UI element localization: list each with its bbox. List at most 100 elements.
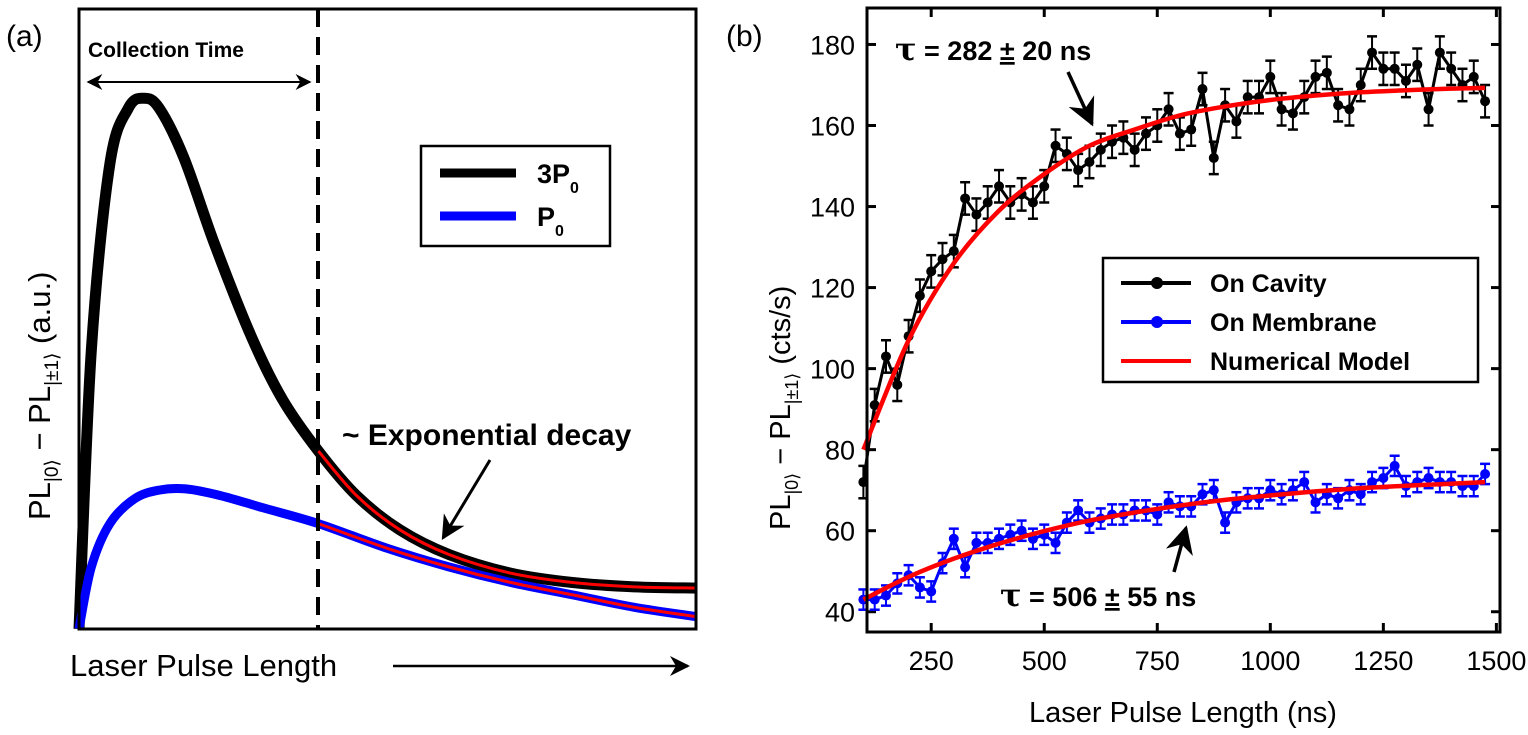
- x-tick-label: 500: [1022, 646, 1067, 676]
- legend-label-numerical-model: Numerical Model: [1210, 348, 1410, 376]
- legend-label-on-cavity: On Cavity: [1210, 270, 1327, 298]
- data-point: [948, 246, 959, 257]
- data-point: [869, 400, 880, 411]
- data-point: [971, 209, 982, 220]
- data-point: [1287, 108, 1298, 119]
- data-point: [1265, 71, 1276, 82]
- panel-b-label: (b): [726, 20, 763, 53]
- data-point: [1140, 128, 1151, 139]
- curve-p0: [74, 483, 697, 630]
- panel-b-y-axis-label: PL|0⟩ − PL|±1⟩ (cts/s): [765, 286, 802, 530]
- data-point: [1231, 116, 1242, 127]
- panel-a-x-axis-label: Laser Pulse Length: [70, 648, 337, 683]
- data-point: [1084, 156, 1095, 167]
- data-point: [1163, 104, 1174, 115]
- data-point: [1480, 468, 1491, 479]
- data-point: [1333, 493, 1344, 504]
- data-point: [1197, 489, 1208, 500]
- data-point: [1321, 67, 1332, 78]
- data-point: [1276, 104, 1287, 115]
- data-point: [914, 582, 925, 593]
- data-point: [1423, 104, 1434, 115]
- panel-a-frame: [77, 7, 698, 631]
- tau-membrane-arrow-icon: [1165, 525, 1193, 573]
- panel-a-y-axis-label: PL|0⟩ − PL|±1⟩ (a.u.): [22, 272, 63, 520]
- panel-a-curves: [73, 92, 697, 630]
- data-point: [1016, 525, 1027, 536]
- panel-b-ticks: 250 500 750 1000 1250 1500 40 60 80 100 120 140 160 1…: [810, 8, 1526, 676]
- data-point: [1174, 128, 1185, 139]
- data-point: [1299, 477, 1310, 488]
- panel-a-legend: 3P0 P0: [419, 144, 612, 248]
- data-point: [1208, 485, 1219, 496]
- data-point: [880, 351, 891, 362]
- data-point: [1355, 489, 1366, 500]
- data-point: [1389, 63, 1400, 74]
- data-point: [1333, 100, 1344, 111]
- y-tick-label: 100: [810, 355, 855, 385]
- legend-label-on-membrane: On Membrane: [1210, 309, 1377, 337]
- y-tick-label: 120: [810, 274, 855, 304]
- panel-b: (b) 250 500 750 1000 1250 1500 40 60 80 100 120 140…: [726, 6, 1526, 729]
- data-point: [1073, 505, 1084, 516]
- numerical-model-fit-membrane: [862, 479, 1486, 602]
- data-point: [926, 266, 937, 277]
- y-tick-label: 180: [810, 30, 855, 60]
- data-point: [1378, 473, 1389, 484]
- data-point: [1378, 63, 1389, 74]
- data-point: [994, 181, 1005, 192]
- data-point: [1412, 59, 1423, 70]
- tau-cavity-arrow-icon: [1066, 71, 1095, 127]
- data-point: [1446, 63, 1457, 74]
- y-tick-label: 60: [825, 517, 855, 547]
- data-point: [1355, 79, 1366, 90]
- data-point: [960, 562, 971, 573]
- data-point: [960, 193, 971, 204]
- data-point: [1152, 509, 1163, 520]
- y-tick-label: 160: [810, 112, 855, 142]
- panel-a-label: (a): [6, 20, 43, 53]
- x-tick-label: 1250: [1353, 646, 1413, 676]
- legend-label-3p0: 3P0: [537, 159, 579, 197]
- exp-decay-arrow-icon: [441, 459, 492, 541]
- data-point: [1039, 181, 1050, 192]
- data-point: [892, 379, 903, 390]
- data-point: [1344, 104, 1355, 115]
- data-point: [1310, 497, 1321, 508]
- data-point: [1129, 144, 1140, 155]
- data-point: [1095, 144, 1106, 155]
- data-point: [1434, 47, 1445, 58]
- data-point: [1220, 517, 1231, 528]
- data-point: [1400, 75, 1411, 86]
- data-point: [1423, 473, 1434, 484]
- exp-fit-overlay-3p0: [317, 450, 697, 590]
- x-tick-label: 250: [909, 646, 954, 676]
- exp-fit-overlay-p0: [317, 522, 697, 619]
- panel-b-data: [858, 35, 1491, 611]
- x-tick-label: 1500: [1466, 646, 1526, 676]
- data-point: [1208, 152, 1219, 163]
- data-point: [1073, 165, 1084, 176]
- data-point: [1027, 197, 1038, 208]
- panel-b-frame: [865, 6, 1502, 634]
- data-point: [914, 290, 925, 301]
- y-tick-label: 80: [825, 436, 855, 466]
- data-point: [1389, 460, 1400, 471]
- data-point: [1197, 84, 1208, 95]
- x-tick-label: 750: [1135, 646, 1180, 676]
- data-point: [1186, 124, 1197, 135]
- data-point: [971, 537, 982, 548]
- data-point: [1480, 96, 1491, 107]
- y-tick-label: 40: [825, 598, 855, 628]
- collection-time-label: Collection Time: [88, 39, 244, 62]
- data-point: [1367, 47, 1378, 58]
- panel-b-x-axis-label: Laser Pulse Length (ns): [1029, 697, 1337, 729]
- tau-membrane-annotation: τ = 506 ± 55 ns: [1000, 576, 1196, 614]
- data-point: [982, 197, 993, 208]
- data-point: [948, 533, 959, 544]
- panel-b-legend: On Cavity On Membrane Numerical Model: [1101, 256, 1480, 384]
- data-point: [1242, 92, 1253, 103]
- data-point: [1310, 71, 1321, 82]
- data-point: [926, 586, 937, 597]
